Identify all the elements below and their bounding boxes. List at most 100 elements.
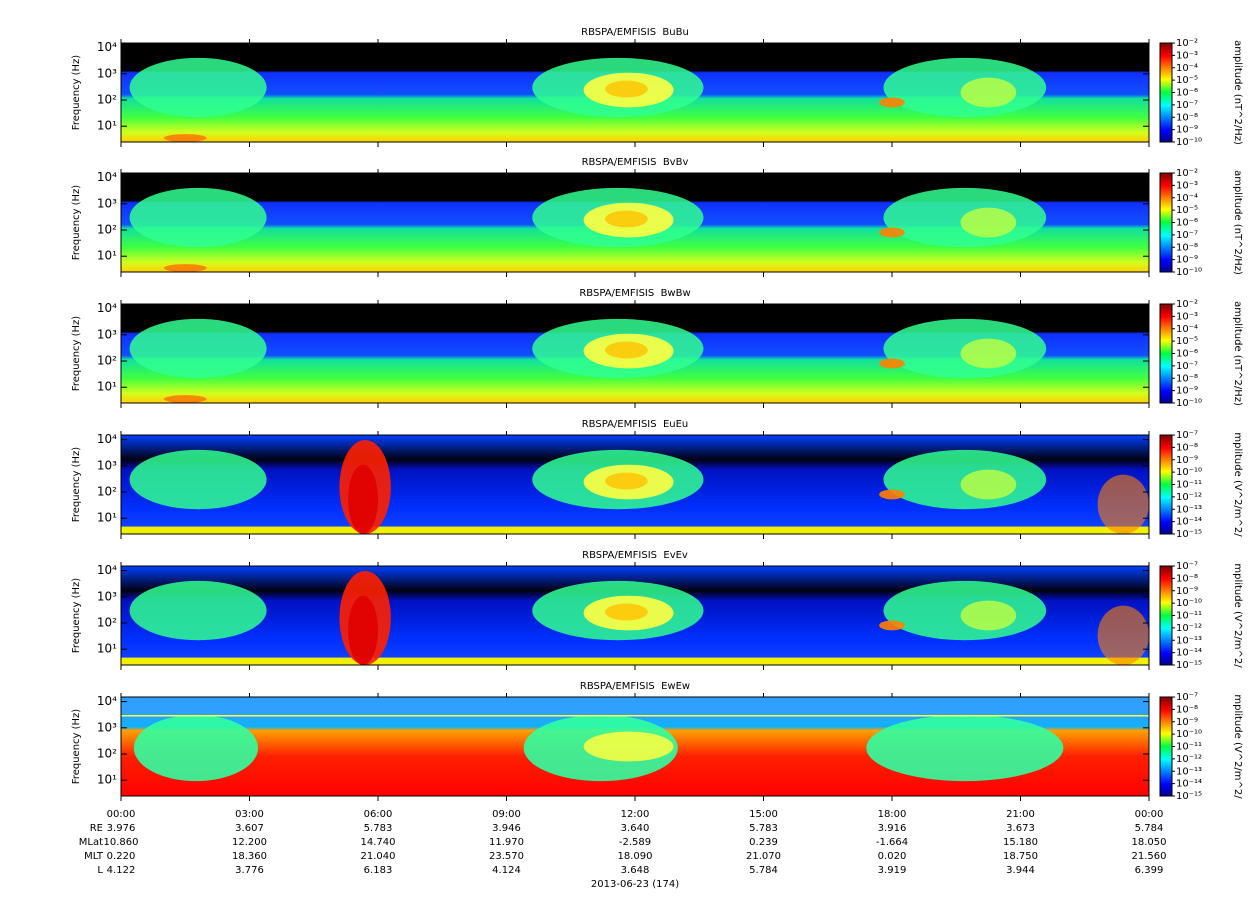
ephemeris-value: 5.783 xyxy=(749,823,778,834)
colorbar-tick-label: 10⁻⁷ xyxy=(1176,361,1198,372)
colorbar-tick-label: 10⁻¹⁰ xyxy=(1176,598,1202,609)
x-tick-label: 18:00 xyxy=(878,809,907,820)
colorbar-tick-label: 10⁻⁶ xyxy=(1176,88,1198,99)
spectral-feature xyxy=(879,489,905,500)
colorbar-tick-label: 10⁻³ xyxy=(1176,180,1198,191)
colorbar-label: amplitude (nT^2/Hz) xyxy=(1232,40,1243,145)
spectral-feature xyxy=(348,464,378,534)
colorbar-tick-label: 10⁻⁴ xyxy=(1176,193,1198,204)
colorbar-tick-label: 10⁻¹³ xyxy=(1176,635,1202,646)
spectral-feature xyxy=(879,97,905,108)
colorbar-tick-label: 10⁻¹⁰ xyxy=(1176,398,1202,409)
spectral-feature xyxy=(960,207,1017,238)
colorbar-tick-label: 10⁻¹² xyxy=(1176,754,1202,765)
y-tick-label: 10² xyxy=(97,93,117,107)
ephemeris-value: 4.122 xyxy=(107,865,136,876)
ephemeris-label: MLat xyxy=(79,837,103,848)
y-tick-label: 10³ xyxy=(97,458,117,472)
ephemeris-value: 3.919 xyxy=(878,865,907,876)
colorbar-tick-label: 10⁻⁵ xyxy=(1176,205,1198,216)
x-tick-label: 06:00 xyxy=(364,809,393,820)
spectral-feature xyxy=(960,600,1017,631)
colorbar xyxy=(1159,303,1173,404)
ephemeris-value: 6.183 xyxy=(364,865,393,876)
spectral-feature xyxy=(960,77,1017,108)
colorbar-tick-label: 10⁻⁸ xyxy=(1176,242,1198,253)
x-tick-label: 15:00 xyxy=(749,809,778,820)
y-tick-label: 10³ xyxy=(97,327,117,341)
colorbar-tick-label: 10⁻⁷ xyxy=(1176,230,1198,241)
colorbar-tick-label: 10⁻¹³ xyxy=(1176,766,1202,777)
y-tick-label: 10³ xyxy=(97,589,117,603)
colorbar-tick-label: 10⁻⁷ xyxy=(1176,430,1198,441)
ephemeris-value: 18.090 xyxy=(618,851,653,862)
x-tick-label: 00:00 xyxy=(1135,809,1164,820)
spectral-feature xyxy=(163,395,207,404)
y-tick-label: 10¹ xyxy=(97,773,117,787)
ephemeris-value: 5.783 xyxy=(364,823,393,834)
ephemeris-value: 11.970 xyxy=(489,837,524,848)
panel-title: RBSPA/EMFISIS BwBw xyxy=(579,288,690,299)
colorbar-tick-label: 10⁻¹² xyxy=(1176,492,1202,503)
y-tick-label: 10⁴ xyxy=(97,694,117,708)
colorbar-label: amplitude (nT^2/Hz) xyxy=(1232,170,1243,275)
spectral-feature xyxy=(605,210,648,228)
colorbar-tick-label: 10⁻⁵ xyxy=(1176,75,1198,86)
x-tick-label: 09:00 xyxy=(492,809,521,820)
spectral-feature xyxy=(129,57,267,118)
colorbar-tick-label: 10⁻⁹ xyxy=(1176,125,1198,136)
ephemeris-value: 0.220 xyxy=(107,851,136,862)
y-tick-label: 10² xyxy=(97,485,117,499)
spectral-feature xyxy=(605,472,648,490)
colorbar-tick-label: 10⁻¹⁴ xyxy=(1176,648,1202,659)
spectrogram xyxy=(121,304,1149,404)
colorbar-label: amplitude (nT^2/Hz) xyxy=(1232,301,1243,406)
ephemeris-value: 10.860 xyxy=(104,837,139,848)
ephemeris-label: RE xyxy=(90,823,103,834)
y-tick-label: 10² xyxy=(97,354,117,368)
colorbar-tick-label: 10⁻³ xyxy=(1176,311,1198,322)
spectral-feature xyxy=(605,341,648,359)
ephemeris-value: 4.124 xyxy=(492,865,521,876)
y-tick-label: 10¹ xyxy=(97,119,117,133)
colorbar xyxy=(1159,434,1173,535)
ephemeris-label: L xyxy=(97,865,103,876)
colorbar xyxy=(1159,42,1173,143)
y-tick-label: 10² xyxy=(97,747,117,761)
colorbar-tick-label: 10⁻⁹ xyxy=(1176,255,1198,266)
colorbar-tick-label: 10⁻¹⁴ xyxy=(1176,779,1202,790)
ephemeris-value: 18.050 xyxy=(1132,837,1167,848)
colorbar xyxy=(1159,172,1173,273)
ephemeris-value: 12.200 xyxy=(232,837,267,848)
y-axis-label: Frequency (Hz) xyxy=(71,55,82,131)
colorbar-tick-label: 10⁻⁹ xyxy=(1176,586,1198,597)
ephemeris-value: 3.916 xyxy=(878,823,907,834)
ephemeris-value: 3.946 xyxy=(492,823,521,834)
colorbar-tick-label: 10⁻⁴ xyxy=(1176,63,1198,74)
x-tick-label: 21:00 xyxy=(1006,809,1035,820)
ephemeris-value: 3.607 xyxy=(235,823,264,834)
y-tick-label: 10³ xyxy=(97,66,117,80)
ephemeris-value: 21.040 xyxy=(361,851,396,862)
y-tick-label: 10⁴ xyxy=(97,40,117,54)
spectral-feature xyxy=(163,264,207,273)
colorbar-tick-label: 10⁻¹¹ xyxy=(1176,611,1202,622)
y-tick-label: 10¹ xyxy=(97,380,117,394)
colorbar-label: mplitude (V^2/m^2/ xyxy=(1232,432,1243,537)
ephemeris-value: 15.180 xyxy=(1003,837,1038,848)
colorbar-tick-label: 10⁻⁸ xyxy=(1176,112,1198,123)
ephemeris-value: 3.648 xyxy=(621,865,650,876)
spectral-feature xyxy=(583,731,674,762)
y-axis-label: Frequency (Hz) xyxy=(71,316,82,392)
y-tick-label: 10¹ xyxy=(97,511,117,525)
spectral-feature xyxy=(879,227,905,238)
colorbar-tick-label: 10⁻⁸ xyxy=(1176,373,1198,384)
spectral-feature xyxy=(129,318,267,379)
colorbar-tick-label: 10⁻¹⁵ xyxy=(1176,529,1202,540)
y-tick-label: 10² xyxy=(97,223,117,237)
ephemeris-value: 21.560 xyxy=(1132,851,1167,862)
spectral-feature xyxy=(133,714,259,782)
colorbar-tick-label: 10⁻⁹ xyxy=(1176,386,1198,397)
colorbar-tick-label: 10⁻⁶ xyxy=(1176,349,1198,360)
